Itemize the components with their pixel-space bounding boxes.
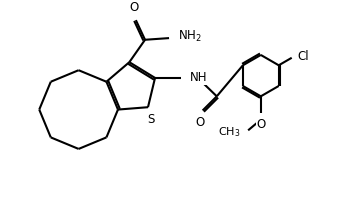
- Text: O: O: [256, 118, 266, 131]
- Text: Cl: Cl: [298, 50, 309, 63]
- Text: NH: NH: [189, 71, 207, 84]
- Text: NH$_2$: NH$_2$: [178, 29, 202, 44]
- Text: O: O: [195, 117, 205, 129]
- Text: CH$_3$: CH$_3$: [218, 125, 241, 139]
- Text: O: O: [130, 1, 139, 14]
- Text: S: S: [147, 113, 154, 126]
